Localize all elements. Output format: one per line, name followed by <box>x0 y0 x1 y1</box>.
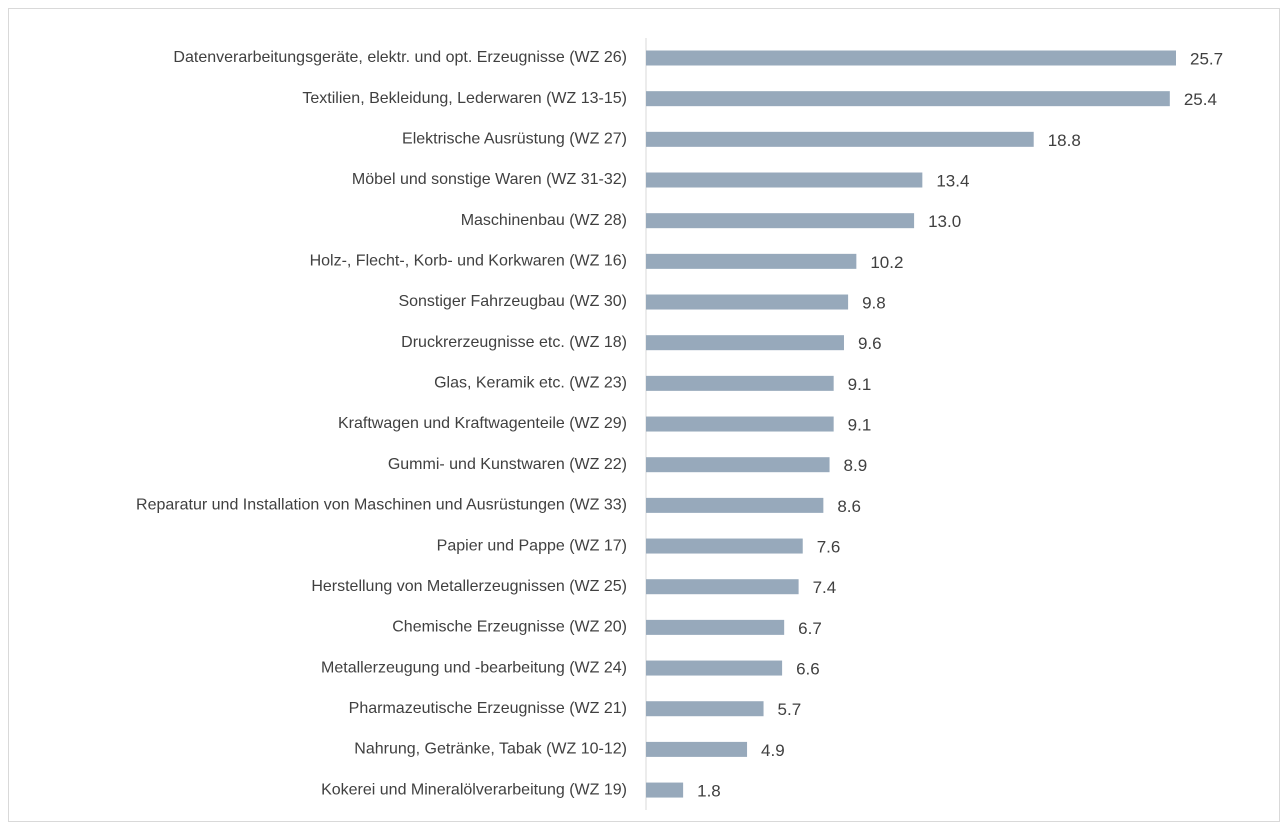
category-label: Druckrerzeugnisse etc. (WZ 18) <box>401 334 627 351</box>
bar <box>646 172 923 188</box>
category-label: Kraftwagen und Kraftwagenteile (WZ 29) <box>338 415 627 432</box>
chart-frame <box>8 8 1280 822</box>
value-label: 8.6 <box>837 497 861 516</box>
value-label: 5.7 <box>778 700 802 719</box>
category-label: Papier und Pappe (WZ 17) <box>437 537 627 554</box>
bar <box>646 619 785 635</box>
value-label: 7.6 <box>817 538 841 557</box>
category-label: Reparatur und Installation von Maschinen… <box>136 497 627 514</box>
value-label: 6.6 <box>796 660 820 679</box>
bar <box>646 660 783 676</box>
bar <box>646 782 684 798</box>
bar <box>646 701 764 717</box>
category-label: Pharmazeutische Erzeugnisse (WZ 21) <box>349 700 627 717</box>
category-label: Maschinenbau (WZ 28) <box>461 212 627 229</box>
bar <box>646 131 1034 147</box>
value-label: 13.0 <box>928 212 961 231</box>
bar <box>646 294 849 310</box>
bar <box>646 416 834 432</box>
value-label: 9.1 <box>848 375 872 394</box>
category-label: Textilien, Bekleidung, Lederwaren (WZ 13… <box>302 90 627 107</box>
category-label: Glas, Keramik etc. (WZ 23) <box>434 375 627 392</box>
category-label: Metallerzeugung und -bearbeitung (WZ 24) <box>321 659 627 676</box>
category-label: Holz-, Flecht-, Korb- und Korkwaren (WZ … <box>310 253 627 270</box>
category-label: Herstellung von Metallerzeugnissen (WZ 2… <box>311 578 627 595</box>
value-label: 6.7 <box>798 619 822 638</box>
value-label: 4.9 <box>761 741 785 760</box>
value-label: 10.2 <box>870 253 903 272</box>
bar <box>646 457 830 473</box>
value-label: 13.4 <box>936 171 969 190</box>
value-label: 9.1 <box>848 416 872 435</box>
bar <box>646 538 803 554</box>
category-label: Kokerei und Mineralölverarbeitung (WZ 19… <box>321 781 627 798</box>
bar <box>646 91 1170 107</box>
value-label: 9.8 <box>862 294 886 313</box>
bar <box>646 579 799 595</box>
value-label: 8.9 <box>844 456 868 475</box>
value-label: 18.8 <box>1048 131 1081 150</box>
bar <box>646 741 748 757</box>
bar <box>646 213 915 229</box>
category-label: Sonstiger Fahrzeugbau (WZ 30) <box>398 293 627 310</box>
bar <box>646 375 834 391</box>
value-label: 25.7 <box>1190 49 1223 68</box>
value-label: 7.4 <box>813 578 837 597</box>
bar <box>646 497 824 513</box>
bar <box>646 335 844 351</box>
category-label: Datenverarbeitungsgeräte, elektr. und op… <box>173 49 627 66</box>
category-label: Nahrung, Getränke, Tabak (WZ 10-12) <box>354 741 627 758</box>
value-label: 9.6 <box>858 334 882 353</box>
category-label: Möbel und sonstige Waren (WZ 31-32) <box>352 171 627 188</box>
value-label: 25.4 <box>1184 90 1217 109</box>
bar <box>646 253 857 269</box>
category-label: Gummi- und Kunstwaren (WZ 22) <box>388 456 627 473</box>
bar <box>646 50 1176 66</box>
value-label: 1.8 <box>697 782 721 801</box>
category-label: Chemische Erzeugnisse (WZ 20) <box>392 619 627 636</box>
category-label: Elektrische Ausrüstung (WZ 27) <box>402 131 627 148</box>
